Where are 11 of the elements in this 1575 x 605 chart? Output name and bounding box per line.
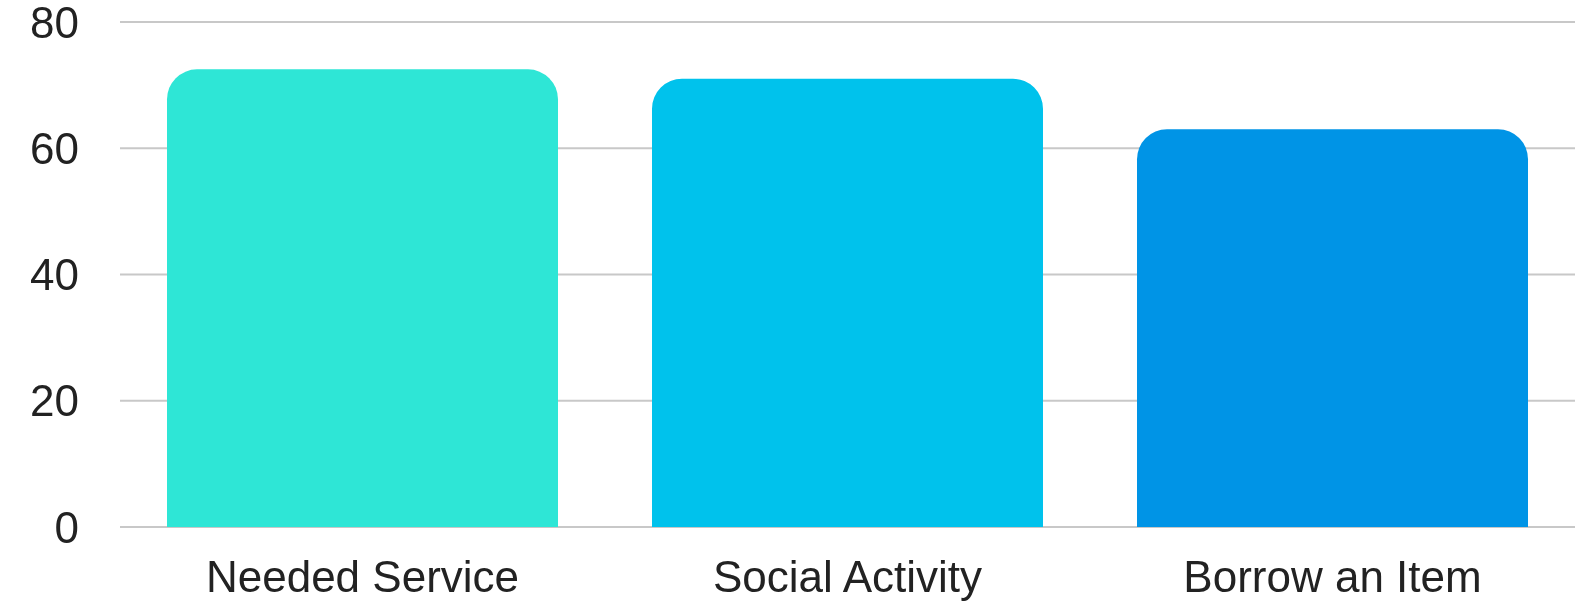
y-tick-label: 20 (30, 376, 79, 426)
x-tick-label: Needed Service (205, 552, 520, 602)
x-tick-label: Borrow an Item (1183, 552, 1482, 602)
bar (167, 69, 558, 527)
x-tick-label: Social Activity (713, 552, 982, 602)
y-tick-label: 0 (54, 502, 79, 552)
y-tick-label: 80 (30, 0, 79, 47)
bar (1137, 129, 1528, 527)
y-tick-label: 60 (30, 123, 79, 173)
bar (652, 78, 1043, 527)
y-tick-label: 40 (30, 250, 79, 300)
